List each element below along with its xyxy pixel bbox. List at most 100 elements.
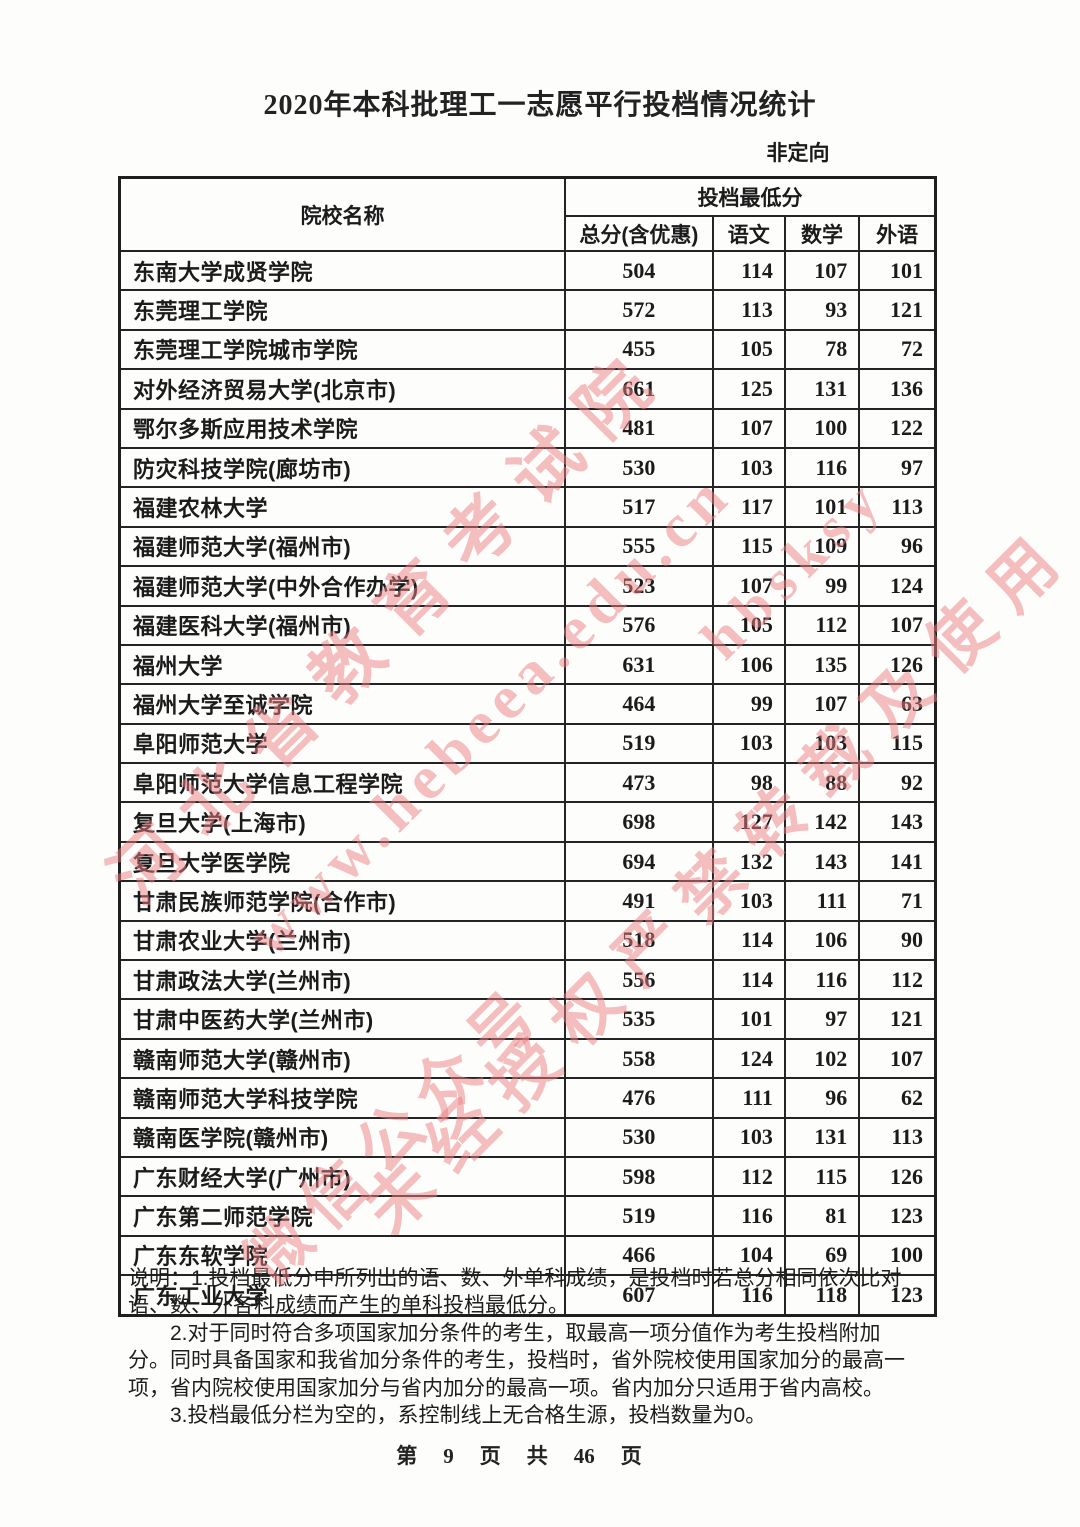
column-header-total-score: 总分(含优惠) <box>564 215 714 252</box>
column-header-school: 院校名称 <box>118 176 567 252</box>
cell-foreign-score: 126 <box>858 1155 937 1198</box>
page-footer-part: 页 <box>620 1444 642 1468</box>
cell-math-score: 81 <box>783 1195 861 1237</box>
cell-total-score: 519 <box>564 1195 714 1237</box>
cell-total-score: 517 <box>564 486 714 528</box>
cell-school-name: 甘肃政法大学(兰州市) <box>118 959 567 1001</box>
cell-foreign-score: 96 <box>858 525 937 568</box>
page-title: 2020年本科批理工一志愿平行投档情况统计 <box>263 90 817 121</box>
table-row: 防灾科技学院(廊坊市) 530 103 116 97 <box>118 446 937 489</box>
cell-chinese-score: 115 <box>711 525 786 568</box>
cell-foreign-score: 100 <box>858 1234 937 1277</box>
table-row: 赣南师范大学科技学院 476 111 96 62 <box>118 1077 937 1119</box>
cell-total-score: 558 <box>564 1037 714 1080</box>
cell-total-score: 481 <box>564 407 714 449</box>
cell-total-score: 607 <box>564 1274 714 1317</box>
score-table: 院校名称 投档最低分 总分(含优惠) 语文 数学 外语 东南大学成贤学院 504… <box>118 176 937 1317</box>
cell-school-name: 广东工业大学 <box>118 1274 567 1317</box>
table-row: 福建师范大学(中外合作办学) 523 107 99 124 <box>118 565 937 607</box>
cell-math-score: 93 <box>783 289 861 331</box>
table-row: 对外经济贸易大学(北京市) 661 125 131 136 <box>118 368 937 410</box>
cell-total-score: 491 <box>564 880 714 922</box>
table-row: 甘肃政法大学(兰州市) 556 114 116 112 <box>118 959 937 1001</box>
column-header-foreign-language: 外语 <box>858 215 937 252</box>
cell-total-score: 518 <box>564 919 714 962</box>
cell-chinese-score: 114 <box>711 919 786 962</box>
cell-foreign-score: 123 <box>858 1274 937 1317</box>
header-row-group: 院校名称 投档最低分 <box>118 176 937 252</box>
cell-math-score: 116 <box>783 959 861 1001</box>
cell-total-score: 631 <box>564 643 714 686</box>
cell-chinese-score: 132 <box>711 840 786 883</box>
cell-total-score: 535 <box>564 998 714 1040</box>
cell-school-name: 防灾科技学院(廊坊市) <box>118 446 567 489</box>
cell-math-score: 101 <box>783 486 861 528</box>
cell-school-name: 赣南师范大学(赣州市) <box>118 1037 567 1080</box>
cell-math-score: 103 <box>783 722 861 765</box>
cell-foreign-score: 107 <box>858 604 937 646</box>
cell-chinese-score: 113 <box>711 289 786 331</box>
cell-school-name: 东南大学成贤学院 <box>118 249 567 292</box>
cell-school-name: 甘肃中医药大学(兰州市) <box>118 998 567 1040</box>
note-line: 分。同时具备国家和我省加分条件的考生，投档时，省外院校使用国家加分的最高一 <box>128 1349 905 1373</box>
cell-school-name: 甘肃农业大学(兰州市) <box>118 919 567 962</box>
cell-foreign-score: 92 <box>858 762 937 804</box>
cell-math-score: 100 <box>783 407 861 449</box>
cell-foreign-score: 126 <box>858 643 937 686</box>
cell-chinese-score: 103 <box>711 880 786 922</box>
cell-math-score: 118 <box>783 1274 861 1317</box>
page-footer-part: 9 <box>443 1444 454 1468</box>
cell-chinese-score: 111 <box>711 1077 786 1119</box>
cell-foreign-score: 123 <box>858 1195 937 1237</box>
page-footer-part: 46 <box>573 1444 595 1468</box>
cell-foreign-score: 141 <box>858 840 937 883</box>
table-row: 福建师范大学(福州市) 555 115 109 96 <box>118 525 937 568</box>
cell-school-name: 福州大学至诚学院 <box>118 683 567 725</box>
cell-school-name: 福建师范大学(福州市) <box>118 525 567 568</box>
cell-school-name: 福州大学 <box>118 643 567 686</box>
cell-school-name: 广东财经大学(广州市) <box>118 1155 567 1198</box>
column-header-chinese: 语文 <box>711 215 786 252</box>
cell-total-score: 455 <box>564 328 714 371</box>
cell-math-score: 88 <box>783 762 861 804</box>
page-footer-part: 页 <box>479 1444 501 1468</box>
table-row: 甘肃中医药大学(兰州市) 535 101 97 121 <box>118 998 937 1040</box>
cell-chinese-score: 105 <box>711 604 786 646</box>
cell-total-score: 466 <box>564 1234 714 1277</box>
note-line: 3.投档最低分栏为空的，系控制线上无合格生源，投档数量为0。 <box>128 1404 767 1428</box>
cell-chinese-score: 114 <box>711 959 786 1001</box>
header-row-sub: 总分(含优惠) 语文 数学 外语 <box>120 215 937 252</box>
cell-math-score: 106 <box>783 919 861 962</box>
cell-chinese-score: 117 <box>711 486 786 528</box>
cell-school-name: 东莞理工学院城市学院 <box>118 328 567 371</box>
cell-school-name: 复旦大学医学院 <box>118 840 567 883</box>
note-line: 项，省内院校使用国家加分与省内加分的最高一项。省内加分只适用于省内高校。 <box>128 1376 884 1400</box>
cell-foreign-score: 113 <box>858 486 937 528</box>
cell-total-score: 598 <box>564 1155 714 1198</box>
cell-math-score: 96 <box>783 1077 861 1119</box>
cell-math-score: 115 <box>783 1155 861 1198</box>
cell-chinese-score: 116 <box>711 1195 786 1237</box>
table-row: 东南大学成贤学院 504 114 107 101 <box>118 249 937 292</box>
table-row: 福州大学至诚学院 464 99 107 63 <box>118 683 937 725</box>
cell-total-score: 519 <box>564 722 714 765</box>
cell-chinese-score: 107 <box>711 565 786 607</box>
cell-math-score: 102 <box>783 1037 861 1080</box>
cell-math-score: 97 <box>783 998 861 1040</box>
cell-school-name: 广东东软学院 <box>118 1234 567 1277</box>
cell-foreign-score: 101 <box>858 249 937 292</box>
cell-chinese-score: 114 <box>711 249 786 292</box>
cell-math-score: 131 <box>783 368 861 410</box>
cell-total-score: 556 <box>564 959 714 1001</box>
cell-foreign-score: 63 <box>858 683 937 725</box>
cell-school-name: 复旦大学(上海市) <box>118 801 567 843</box>
cell-total-score: 530 <box>564 1116 714 1158</box>
orientation-label: 非定向 <box>766 142 830 165</box>
cell-math-score: 111 <box>783 880 861 922</box>
cell-chinese-score: 127 <box>711 801 786 843</box>
cell-chinese-score: 103 <box>711 722 786 765</box>
table-row: 广东东软学院 466 104 69 100 <box>118 1234 937 1277</box>
cell-foreign-score: 90 <box>858 919 937 962</box>
cell-math-score: 78 <box>783 328 861 371</box>
